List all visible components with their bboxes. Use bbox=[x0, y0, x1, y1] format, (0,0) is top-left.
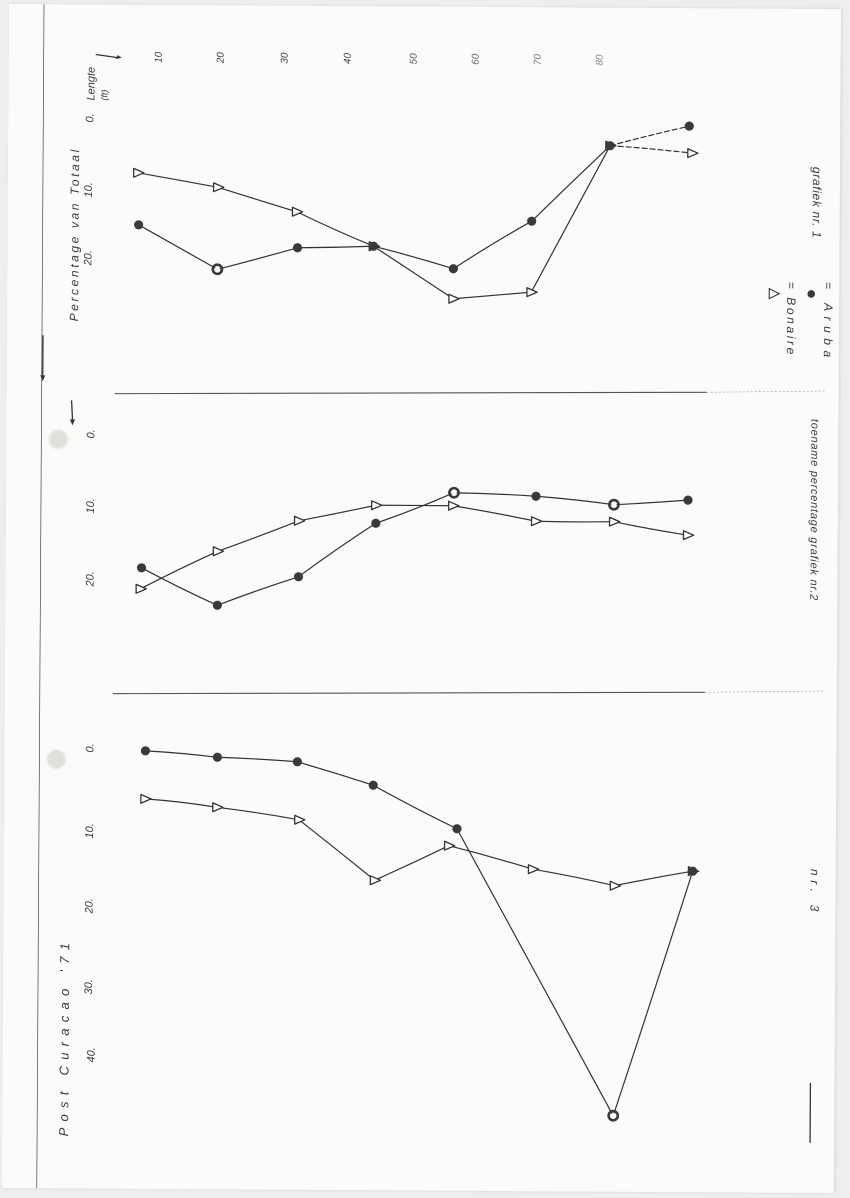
svg-text:10.: 10. bbox=[85, 498, 97, 513]
svg-text:Percentage van Totaal: Percentage van Totaal bbox=[67, 147, 82, 321]
svg-text:40.: 40. bbox=[86, 1047, 98, 1062]
svg-text:20.: 20. bbox=[83, 898, 95, 914]
svg-text:40: 40 bbox=[343, 52, 354, 64]
svg-text:50: 50 bbox=[409, 53, 420, 65]
svg-text:20: 20 bbox=[216, 52, 227, 65]
svg-text:30: 30 bbox=[280, 52, 291, 64]
svg-text:(ft): (ft) bbox=[99, 90, 109, 101]
svg-text:80: 80 bbox=[595, 54, 606, 66]
svg-text:30.: 30. bbox=[83, 979, 95, 994]
svg-text:10.: 10. bbox=[84, 823, 96, 838]
svg-text:20.: 20. bbox=[82, 250, 94, 266]
svg-text:nr. 3: nr. 3 bbox=[807, 869, 821, 916]
svg-text:0.: 0. bbox=[84, 113, 96, 122]
svg-text:toename percentage grafiek nr.: toename percentage grafiek nr.2 bbox=[807, 419, 820, 601]
svg-text:60: 60 bbox=[471, 53, 482, 65]
svg-text:10.: 10. bbox=[83, 182, 95, 197]
svg-text:= Aruba: = Aruba bbox=[821, 282, 835, 363]
svg-text:20.: 20. bbox=[84, 571, 96, 587]
svg-text:0.: 0. bbox=[85, 429, 97, 438]
svg-text:10: 10 bbox=[154, 51, 165, 63]
svg-text:grafiek nr. 1: grafiek nr. 1 bbox=[810, 167, 824, 239]
svg-text:70: 70 bbox=[533, 54, 544, 66]
svg-text:0.: 0. bbox=[84, 743, 96, 752]
svg-text:Post Curacao '71: Post Curacao '71 bbox=[56, 937, 72, 1137]
svg-text:Lengte: Lengte bbox=[85, 67, 97, 101]
svg-text:= Bonaire: = Bonaire bbox=[784, 282, 798, 357]
